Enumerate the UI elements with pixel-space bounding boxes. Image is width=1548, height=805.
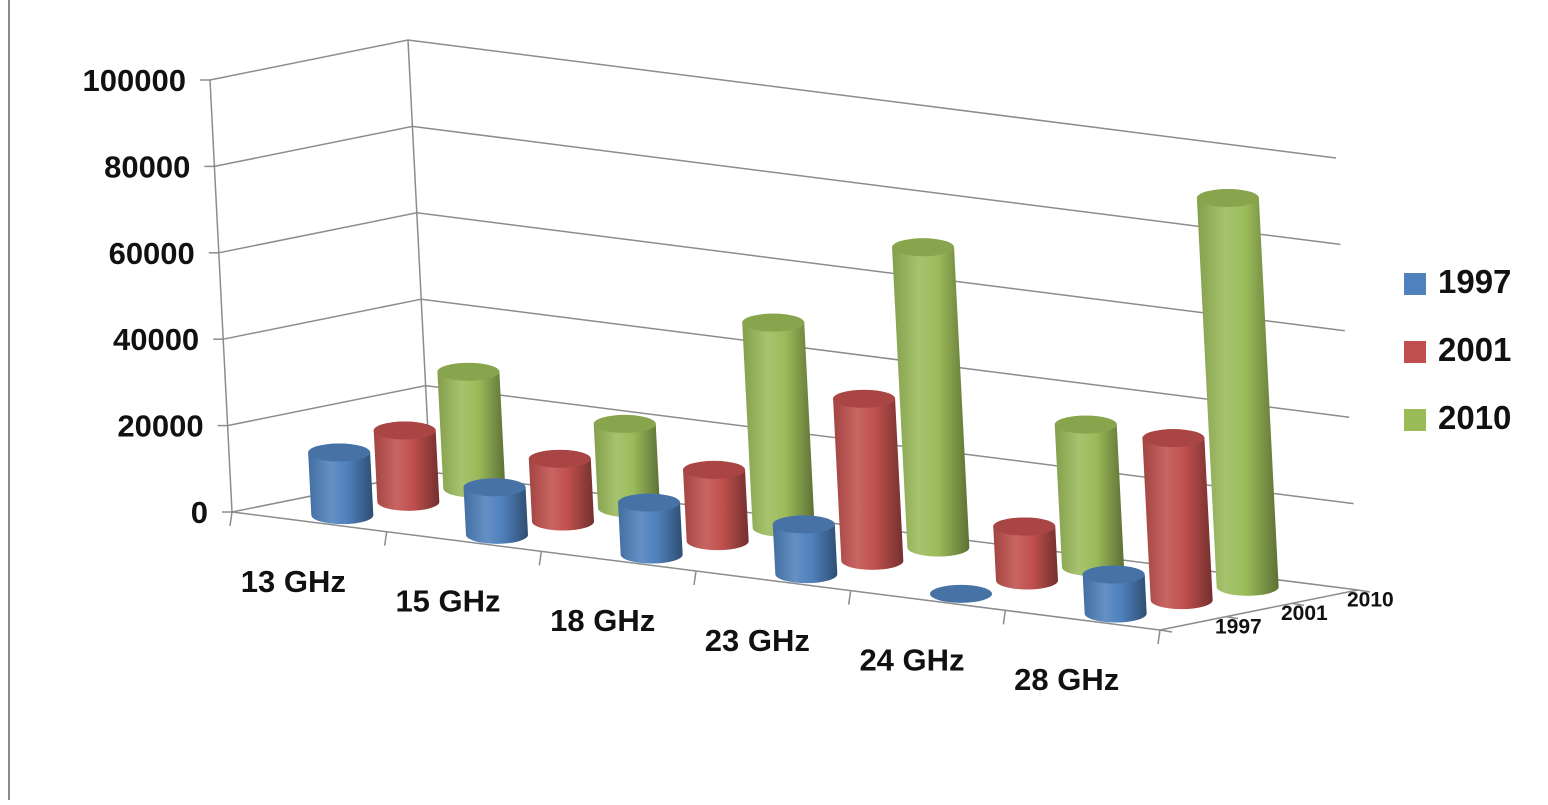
bar-top xyxy=(683,460,746,479)
bar-body xyxy=(683,460,749,551)
gridline xyxy=(214,125,1341,246)
bar-top xyxy=(618,493,681,512)
bar xyxy=(373,421,440,511)
x-tick-label: 24 GHz xyxy=(859,643,964,678)
bar xyxy=(1054,415,1124,577)
legend-label: 2001 xyxy=(1438,331,1511,368)
legend: 1997 2001 2010 xyxy=(1404,263,1511,436)
bar xyxy=(1196,189,1279,596)
bar-top xyxy=(833,389,896,408)
bar xyxy=(1142,429,1213,610)
x-tick-label: 15 GHz xyxy=(395,584,500,619)
bar xyxy=(1082,565,1147,623)
bar-body xyxy=(993,517,1058,590)
bar-top xyxy=(437,362,500,381)
bar-body xyxy=(437,362,506,498)
bar-top xyxy=(373,421,436,440)
bar-body xyxy=(593,414,660,518)
bar xyxy=(993,517,1058,590)
bar-top xyxy=(463,478,526,497)
y-axis-line xyxy=(209,79,233,513)
bar xyxy=(528,449,594,531)
x-tick-mark xyxy=(383,531,388,546)
bar-body xyxy=(373,421,440,511)
bars-layer xyxy=(308,189,1279,623)
bar-body xyxy=(833,389,904,570)
bar xyxy=(772,515,838,584)
bar-top xyxy=(742,313,805,332)
axis-layer xyxy=(200,79,1371,645)
bar-top xyxy=(1054,415,1117,434)
x-tick-label: 18 GHz xyxy=(550,603,655,638)
y-tick-label: 100000 xyxy=(83,63,186,98)
bar-top xyxy=(1142,429,1205,448)
bar xyxy=(930,584,992,603)
bar xyxy=(742,313,815,537)
depth-axis-line xyxy=(1159,589,1359,631)
label-layer: 0 20000 40000 60000 80000 100000 13 GHz 15 GHz 1… xyxy=(83,63,1394,697)
bar-body xyxy=(742,313,815,537)
x-tick-label: 23 GHz xyxy=(705,623,810,658)
bar xyxy=(683,460,749,551)
gridline xyxy=(218,212,1345,332)
legend-label: 1997 xyxy=(1438,263,1511,300)
x-tick-mark xyxy=(1157,629,1161,645)
bar-top xyxy=(308,443,371,462)
x-tick-mark xyxy=(229,511,233,527)
y-tick-label: 60000 xyxy=(109,236,195,271)
x-tick-label: 13 GHz xyxy=(241,564,346,599)
bar-top xyxy=(1082,565,1145,584)
bar xyxy=(618,493,683,564)
frame-border xyxy=(8,0,10,800)
y-tick-label: 20000 xyxy=(117,409,203,444)
bar-top xyxy=(528,449,591,468)
depth-tick-label: 2010 xyxy=(1347,589,1394,612)
legend-swatch xyxy=(1404,273,1426,295)
bar-top xyxy=(993,517,1056,536)
bar-top xyxy=(930,584,992,603)
bar-top xyxy=(1196,189,1259,208)
bar-body xyxy=(308,443,374,525)
x-tick-mark xyxy=(538,551,543,566)
legend-swatch xyxy=(1404,341,1426,363)
legend-swatch xyxy=(1404,409,1426,431)
wall-edge xyxy=(407,39,431,473)
bar xyxy=(833,389,904,570)
x-tick-label: 28 GHz xyxy=(1014,662,1119,697)
gridline xyxy=(209,39,1337,159)
bar-body xyxy=(618,493,683,564)
bar-body xyxy=(1142,429,1213,610)
bar xyxy=(437,362,506,498)
bar-top xyxy=(593,414,656,433)
bar-body xyxy=(1054,415,1124,577)
bar-top xyxy=(772,515,835,534)
bar xyxy=(593,414,660,518)
y-tick-label: 80000 xyxy=(104,149,190,184)
x-tick-mark xyxy=(847,590,852,605)
y-tick-label: 40000 xyxy=(113,322,199,357)
bar-body xyxy=(528,449,594,531)
bar xyxy=(892,238,970,557)
depth-tick-mark xyxy=(1291,602,1305,607)
bar xyxy=(463,478,528,544)
depth-tick-label: 2001 xyxy=(1281,602,1328,625)
y-tick-label: 0 xyxy=(191,495,208,530)
x-tick-mark xyxy=(693,570,697,586)
bar-body xyxy=(892,238,970,557)
depth-tick-mark xyxy=(1225,615,1239,620)
bar-body xyxy=(772,515,838,584)
legend-label: 2010 xyxy=(1438,399,1511,436)
x-tick-mark xyxy=(1002,610,1007,625)
depth-tick-mark xyxy=(1357,589,1371,593)
bar-top xyxy=(892,238,955,257)
depth-tick-mark xyxy=(1159,629,1173,633)
bar-body xyxy=(1196,189,1279,596)
bar xyxy=(308,443,374,525)
depth-tick-label: 1997 xyxy=(1215,615,1262,638)
